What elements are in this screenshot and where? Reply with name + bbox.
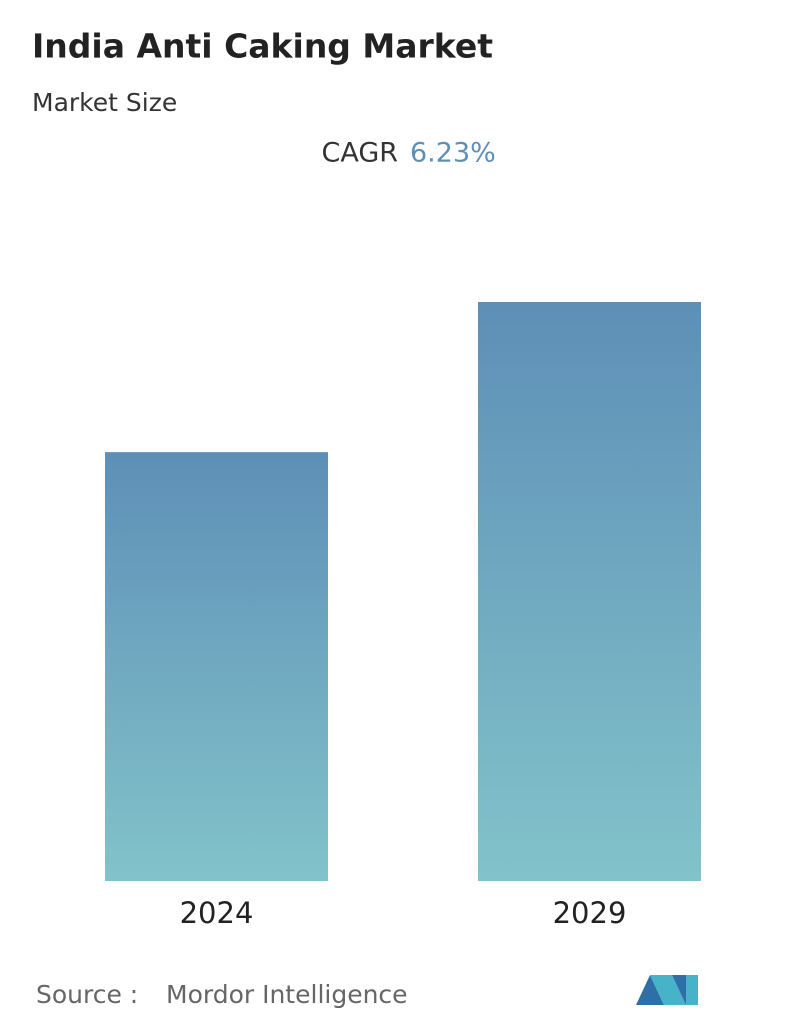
x-tick-label: 2029 [553, 896, 627, 930]
bar [478, 302, 701, 881]
chart-subtitle: Market Size [32, 88, 177, 117]
chart-title: India Anti Caking Market [32, 27, 493, 66]
cagr-value: 6.23% [410, 138, 496, 169]
source-label: Source : [36, 980, 138, 1009]
bar [105, 452, 328, 881]
x-tick-label: 2024 [180, 896, 254, 930]
cagr-label: CAGR [321, 138, 398, 169]
source: Mordor Intelligence [166, 980, 408, 1009]
logo [636, 975, 698, 1005]
